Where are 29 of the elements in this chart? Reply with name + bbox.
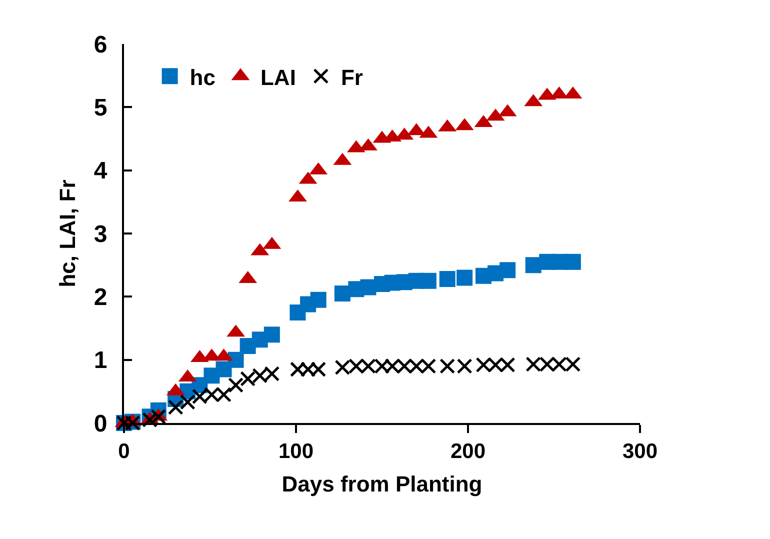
point (150, 408, 166, 424)
point (180, 394, 196, 410)
y-tick-label: 5 (94, 94, 108, 122)
y-tick-label: 6 (94, 31, 108, 58)
x-axis-title: Days from Planting (282, 472, 482, 497)
point (168, 399, 184, 415)
y-tick-label: 0 (94, 410, 108, 438)
y-tick-label: 1 (94, 347, 108, 374)
x-tick-label: 100 (278, 440, 314, 464)
x-tick-label: 300 (622, 440, 658, 464)
x-tick-label: 0 (118, 440, 130, 464)
legend-label: LAI (260, 64, 296, 90)
point (228, 352, 244, 368)
point (456, 270, 473, 286)
point (500, 262, 516, 278)
legend-label: Fr (340, 64, 364, 90)
y-axis-title: hc, LAI, Fr (55, 179, 80, 288)
point (264, 326, 280, 343)
point (228, 377, 244, 393)
y-tick-label: 4 (94, 158, 108, 185)
y-tick-label: 2 (94, 284, 108, 312)
point (420, 272, 436, 289)
point (310, 292, 326, 308)
point (142, 412, 158, 428)
legend-label: hc (190, 64, 216, 90)
y-tick-label: 3 (94, 220, 108, 248)
x-tick-label: 200 (450, 440, 486, 464)
point (564, 254, 581, 270)
point (439, 270, 456, 287)
